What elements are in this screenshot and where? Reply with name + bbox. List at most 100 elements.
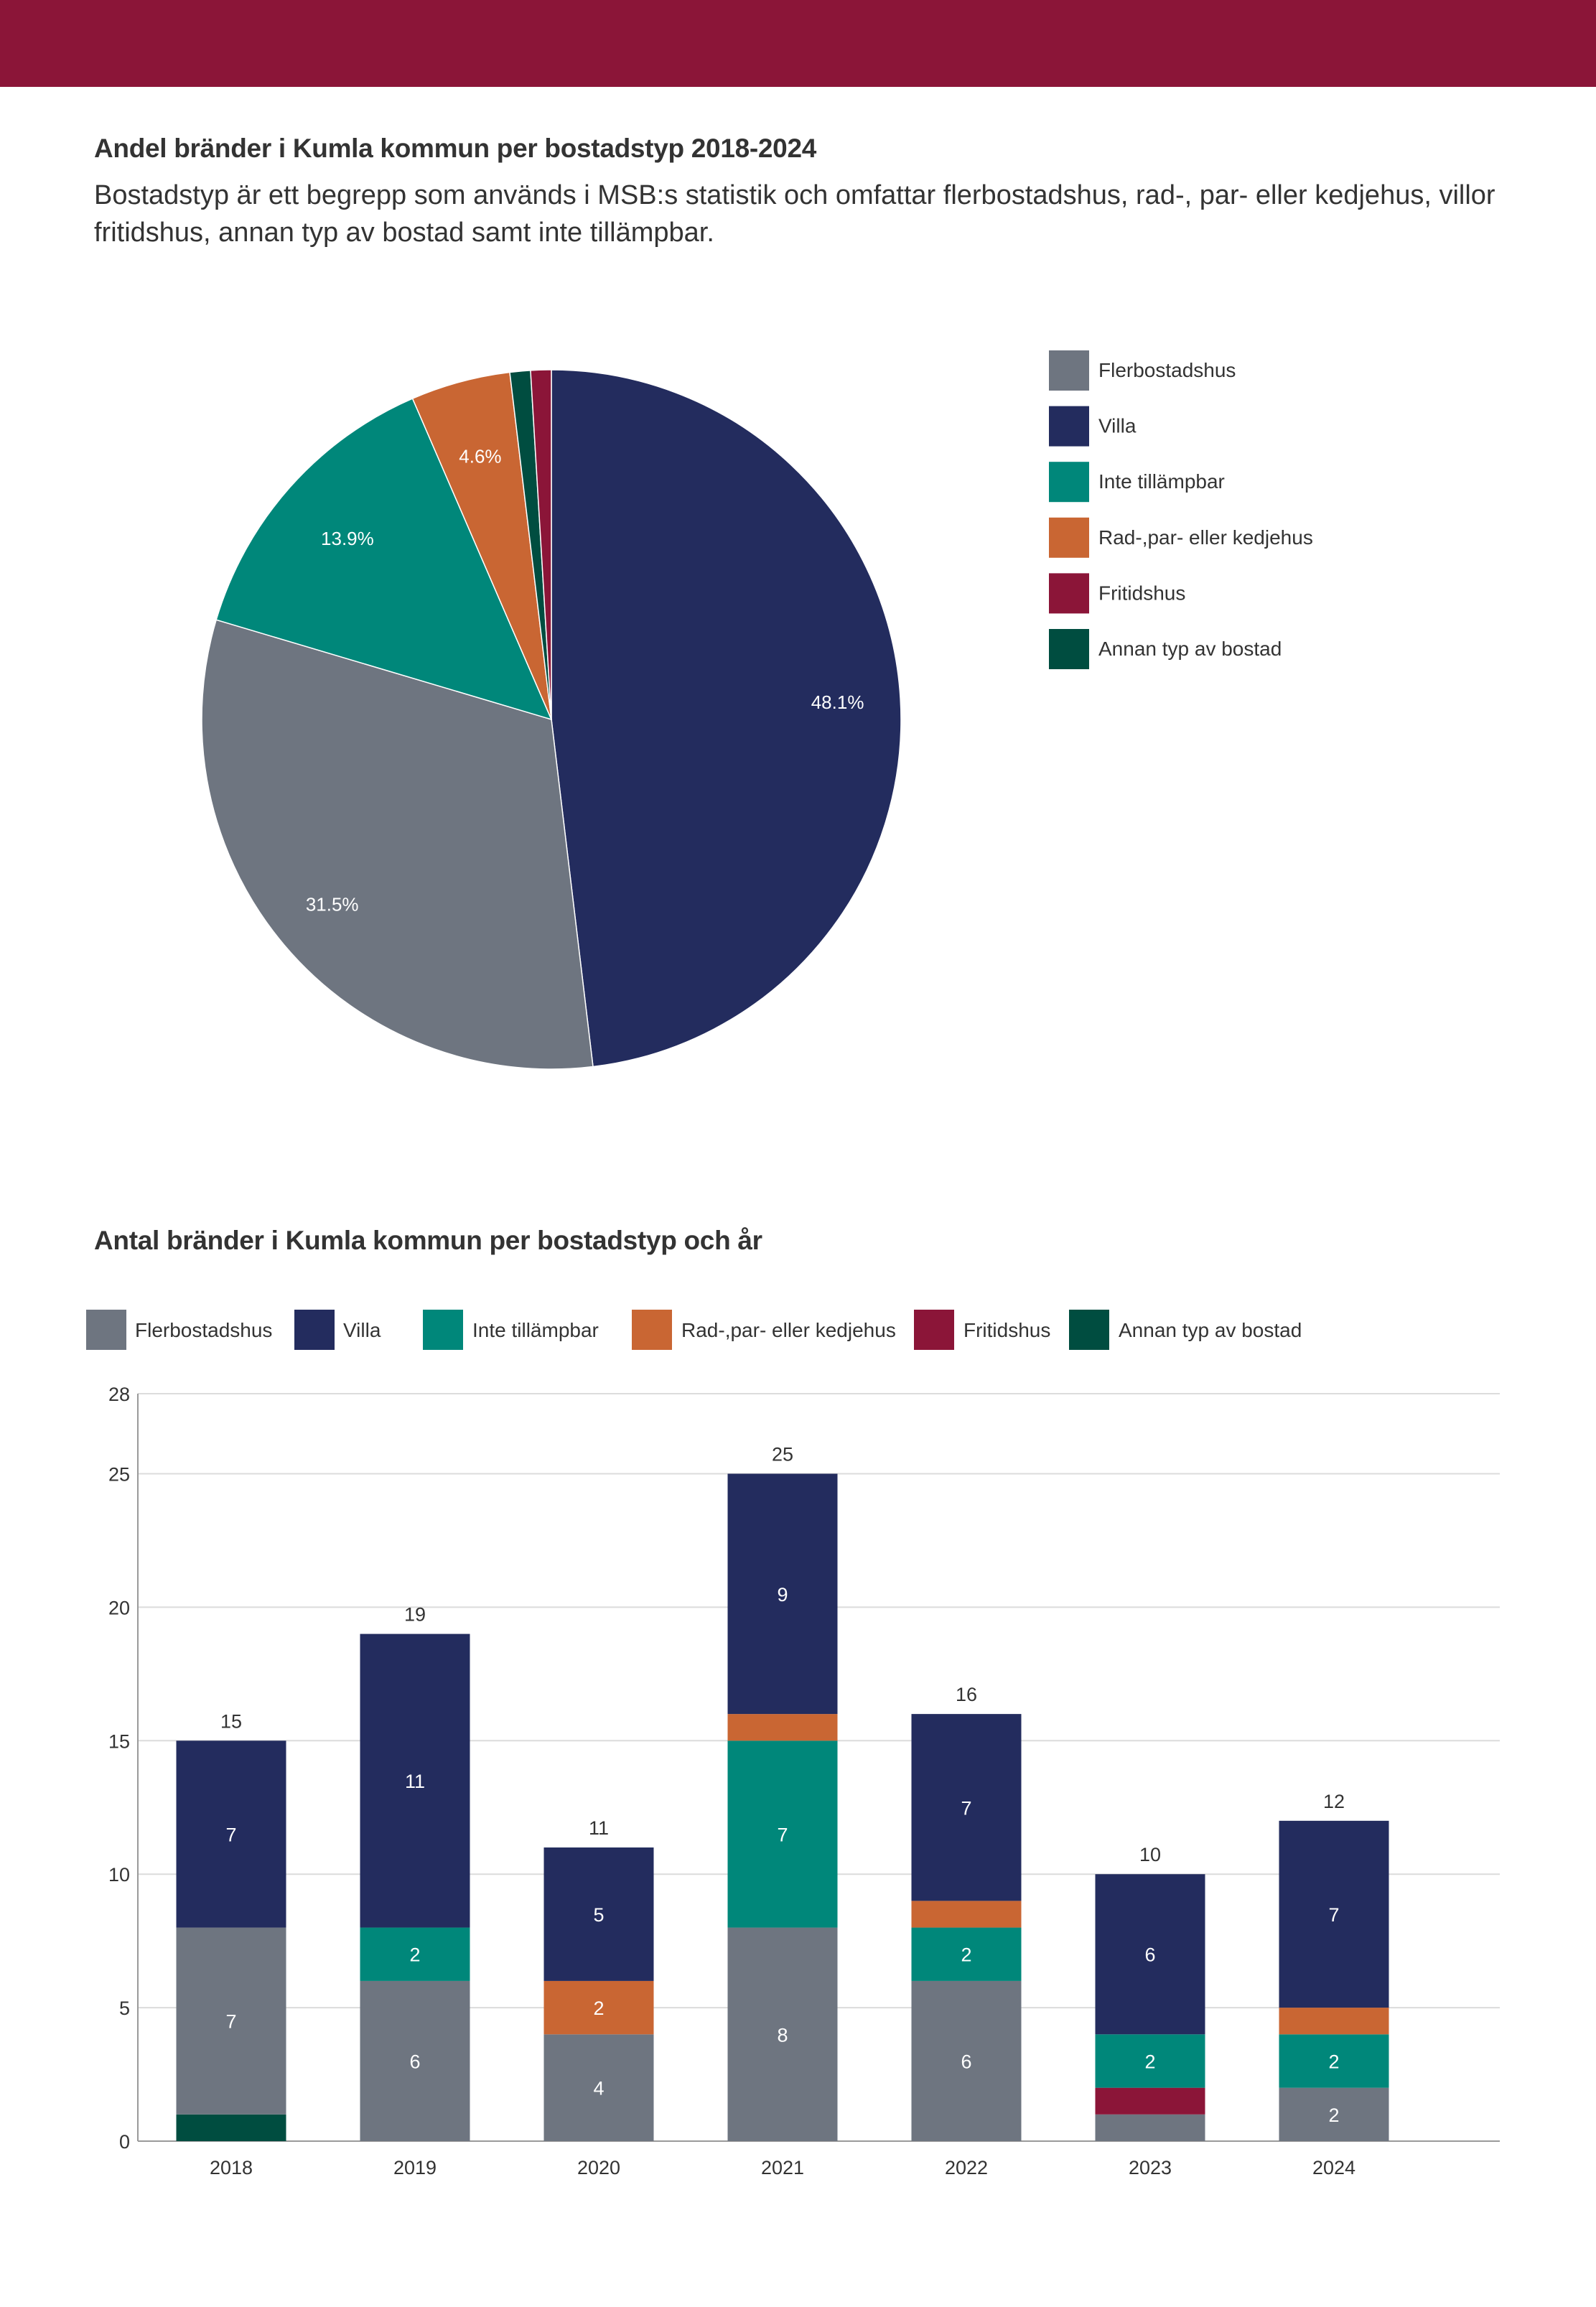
pie-legend-label-annan-typ-av-bostad: Annan typ av bostad (1098, 638, 1282, 660)
bar-legend-label-fritidshus: Fritidshus (963, 1319, 1050, 1341)
bar-segment-2020-rad-par-eller-kedjehus (543, 1980, 654, 2035)
bar-total-label-2019: 19 (404, 1604, 426, 1626)
bar-legend-label-inte-till-mpbar: Inte tillämpbar (472, 1319, 599, 1341)
bar-segment-2018-villa (176, 1740, 286, 1928)
top-brand-bar (0, 0, 1596, 87)
y-tick-label-0: 0 (119, 2131, 130, 2153)
bar-segment-2019-flerbostadshus (360, 1980, 470, 2141)
bar-total-label-2020: 11 (589, 1817, 609, 1839)
bar-value-label-2019-flerbostadshus: 6 (409, 2051, 420, 2073)
bar-legend-swatch-fritidshus (914, 1310, 954, 1350)
bar-segment-2023-villa (1095, 1874, 1205, 2035)
pie-label-rad-par-eller-kedjehus: 4.6% (459, 445, 501, 467)
bar-segment-2024-inte-till-mpbar (1279, 2034, 1389, 2088)
x-tick-label-2023: 2023 (1129, 2157, 1172, 2178)
bar-value-label-2019-villa: 11 (405, 1771, 425, 1792)
bar-segment-2023-fritidshus (1095, 2087, 1205, 2115)
bar-segment-2022-inte-till-mpbar (911, 1927, 1022, 1981)
bar-legend-swatch-inte-till-mpbar (423, 1310, 463, 1350)
bar-value-label-2022-villa: 7 (961, 1797, 971, 1819)
pie-legend-label-flerbostadshus: Flerbostadshus (1098, 359, 1236, 381)
y-tick-label-15: 15 (108, 1730, 130, 1752)
bar-total-label-2018: 15 (220, 1710, 242, 1732)
pie-slice-inte-till-mpbar (215, 398, 553, 721)
bar-total-label-2022: 16 (956, 1684, 977, 1705)
pie-slice-fritidshus (530, 369, 552, 720)
bar-value-label-2020-villa: 5 (593, 1904, 604, 1926)
bar-value-label-2019-inte-till-mpbar: 2 (409, 1944, 420, 1966)
intro-text: Bostadstyp är ett begrepp som används i … (94, 180, 1495, 248)
pie-legend-swatch-flerbostadshus (1049, 350, 1089, 391)
pie-legend-swatch-villa (1049, 406, 1089, 447)
bar-segment-2022-rad-par-eller-kedjehus (911, 1901, 1022, 1928)
bar-value-label-2020-rad-par-eller-kedjehus: 2 (593, 1998, 604, 2019)
bar-legend-label-villa: Villa (343, 1319, 381, 1341)
bar-segment-2021-rad-par-eller-kedjehus (727, 1714, 838, 1741)
x-tick-label-2024: 2024 (1312, 2157, 1355, 2178)
bar-total-label-2024: 12 (1323, 1791, 1345, 1812)
x-tick-label-2021: 2021 (761, 2157, 804, 2178)
bar-segment-2024-rad-par-eller-kedjehus (1279, 2008, 1389, 2035)
bar-segment-2021-flerbostadshus (727, 1927, 838, 2141)
bar-segment-2024-villa (1279, 1820, 1389, 2008)
bar-value-label-2024-villa: 7 (1328, 1904, 1339, 1926)
bar-segment-2023-inte-till-mpbar (1095, 2034, 1205, 2088)
bar-value-label-2018-villa: 7 (225, 1824, 236, 1845)
pie-legend-swatch-rad-par-eller-kedjehus (1049, 517, 1089, 558)
pie-slice-flerbostadshus (201, 619, 594, 1070)
y-tick-label-5: 5 (119, 1998, 130, 2019)
y-tick-label-25: 25 (108, 1464, 130, 1486)
pie-legend-label-inte-till-mpbar: Inte tillämpbar (1098, 470, 1225, 493)
pie-legend-label-villa: Villa (1098, 415, 1137, 437)
bar-legend-swatch-annan-typ-av-bostad (1069, 1310, 1109, 1350)
bar-value-label-2024-flerbostadshus: 2 (1328, 2105, 1339, 2126)
pie-legend-label-fritidshus: Fritidshus (1098, 582, 1185, 604)
bar-segment-2019-inte-till-mpbar (360, 1927, 470, 1981)
bar-value-label-2024-inte-till-mpbar: 2 (1328, 2051, 1339, 2073)
bar-legend-swatch-rad-par-eller-kedjehus (632, 1310, 672, 1350)
bar-segment-2024-flerbostadshus (1279, 2087, 1389, 2141)
pie-legend-swatch-inte-till-mpbar (1049, 462, 1089, 503)
bar-segment-2018-annan-typ-av-bostad (176, 2114, 286, 2141)
bar-segment-2020-villa (543, 1847, 654, 1981)
y-tick-label-28: 28 (108, 1384, 130, 1405)
bar-total-label-2023: 10 (1139, 1844, 1161, 1865)
x-tick-label-2018: 2018 (210, 2157, 253, 2178)
bar-legend-label-flerbostadshus: Flerbostadshus (135, 1319, 272, 1341)
bar-value-label-2022-flerbostadshus: 6 (961, 2051, 971, 2073)
bar-value-label-2023-inte-till-mpbar: 2 (1144, 2051, 1155, 2073)
bar-segment-2021-inte-till-mpbar (727, 1740, 838, 1928)
bar-segment-2021-villa (727, 1473, 838, 1715)
bar-value-label-2021-villa: 9 (777, 1584, 788, 1605)
pie-legend-swatch-fritidshus (1049, 573, 1089, 614)
bar-legend-swatch-villa (294, 1310, 335, 1350)
bar-segment-2022-villa (911, 1714, 1022, 1901)
bar-value-label-2018-flerbostadshus: 7 (225, 2011, 236, 2033)
y-tick-label-20: 20 (108, 1597, 130, 1618)
bar-segment-2022-flerbostadshus (911, 1980, 1022, 2141)
x-tick-label-2019: 2019 (393, 2157, 437, 2178)
bar-legend-label-rad-par-eller-kedjehus: Rad-,par- eller kedjehus (681, 1319, 896, 1341)
pie-label-villa: 48.1% (811, 691, 864, 713)
x-tick-label-2022: 2022 (945, 2157, 988, 2178)
bar-segment-2020-flerbostadshus (543, 2034, 654, 2141)
pie-slice-villa (551, 369, 902, 1068)
pie-legend-swatch-annan-typ-av-bostad (1049, 629, 1089, 669)
bar-legend-swatch-flerbostadshus (86, 1310, 126, 1350)
bar-segment-2018-flerbostadshus (176, 1927, 286, 2115)
bar-legend-label-annan-typ-av-bostad: Annan typ av bostad (1119, 1319, 1302, 1341)
bar-value-label-2021-inte-till-mpbar: 7 (777, 1824, 788, 1845)
bar-value-label-2023-villa: 6 (1144, 1944, 1155, 1966)
bar-chart-title: Antal bränder i Kumla kommun per bostads… (94, 1226, 762, 1255)
pie-chart: 48.1% 31.5% 13.9% 4.6% Flerbostadshus Villa In… (201, 350, 1313, 1070)
x-tick-label-2020: 2020 (577, 2157, 620, 2178)
pie-label-inte-till-mpbar: 13.9% (321, 528, 374, 549)
pie-label-flerbostadshus: 31.5% (306, 893, 359, 915)
bar-value-label-2021-flerbostadshus: 8 (777, 2024, 788, 2046)
bar-value-label-2022-inte-till-mpbar: 2 (961, 1944, 971, 1966)
pie-chart-title: Andel bränder i Kumla kommun per bostads… (94, 134, 817, 163)
bar-total-label-2021: 25 (772, 1444, 793, 1465)
bar-value-label-2020-flerbostadshus: 4 (593, 2078, 604, 2099)
pie-legend-label-rad-par-eller-kedjehus: Rad-,par- eller kedjehus (1098, 526, 1313, 549)
